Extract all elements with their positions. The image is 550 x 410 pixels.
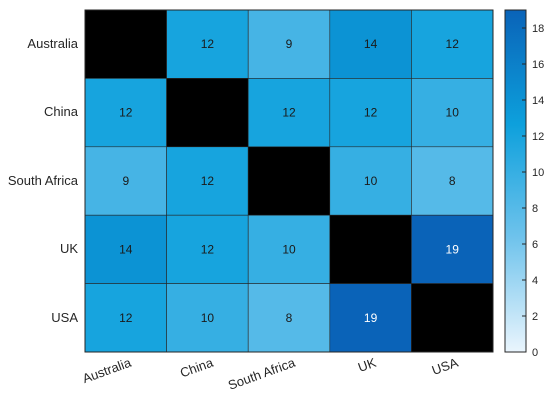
heatmap-cell-missing	[166, 78, 249, 148]
y-tick-label: Australia	[27, 36, 78, 51]
heatmap-cell-value: 12	[282, 106, 296, 120]
heatmap-cell	[166, 146, 249, 216]
heatmap-cell	[247, 214, 331, 284]
heatmap-cell-value: 10	[282, 242, 296, 256]
heatmap-cell	[411, 78, 494, 148]
x-tick-label: South Africa	[226, 354, 298, 392]
colorbar: 0 2 4 6 8 10 12 14 16 18	[504, 9, 544, 359]
x-tick-label: USA	[430, 355, 461, 378]
heatmap-cell	[411, 146, 494, 216]
heatmap-cell	[411, 214, 494, 284]
colorbar-tick-label: 18	[532, 23, 544, 35]
colorbar-tick-label: 0	[532, 347, 538, 359]
heatmap-cell-value: 9	[122, 174, 129, 188]
heatmap-cell	[166, 9, 249, 79]
heatmap-cell	[247, 78, 331, 148]
colorbar-gradient	[504, 9, 527, 353]
heatmap-cell-value: 19	[364, 311, 378, 325]
heatmap-cell	[329, 283, 412, 353]
colorbar-tick-label: 8	[532, 203, 538, 215]
x-tick-label: China	[178, 354, 216, 380]
colorbar-tick-label: 6	[532, 239, 538, 251]
colorbar-tick-label: 4	[532, 275, 538, 287]
heatmap-cell	[411, 9, 494, 79]
x-axis: Australia China South Africa UK USA	[80, 354, 460, 392]
y-tick-label: USA	[51, 310, 78, 325]
heatmap-cell-value: 19	[446, 242, 460, 256]
y-axis: Australia China South Africa UK USA	[8, 36, 79, 325]
heatmap-cell-value: 10	[446, 106, 460, 120]
heatmap-cell	[84, 78, 167, 148]
colorbar-tick-label: 12	[532, 131, 544, 143]
heatmap-cell-value: 12	[201, 37, 215, 51]
heatmap-cell-value: 12	[119, 106, 133, 120]
heatmap-cell-value: 14	[119, 242, 133, 256]
heatmap-cell	[84, 283, 167, 353]
y-tick-label: China	[44, 104, 79, 119]
heatmap-cell-missing	[329, 214, 412, 284]
heatmap-cell	[166, 214, 249, 284]
heatmap-cell-value: 12	[201, 242, 215, 256]
heatmap-cell	[247, 283, 331, 353]
heatmap-cell-value: 12	[119, 311, 133, 325]
heatmap-cell-missing	[411, 283, 494, 353]
y-tick-label: South Africa	[8, 173, 79, 188]
heatmap-cell	[166, 283, 249, 353]
heatmap-cell	[247, 9, 331, 79]
heatmap-cell-value: 12	[446, 37, 460, 51]
heatmap-cell-value: 9	[286, 37, 293, 51]
heatmap-cell-value: 8	[449, 174, 456, 188]
y-tick-label: UK	[60, 241, 78, 256]
plot-frame	[84, 9, 494, 353]
x-tick-label: UK	[356, 355, 378, 375]
heatmap-cells	[84, 9, 494, 353]
heatmap-cell-missing	[84, 9, 167, 79]
colorbar-tick-label: 10	[532, 167, 544, 179]
heatmap-cell-value: 14	[364, 37, 378, 51]
heatmap-cell-value: 12	[201, 174, 215, 188]
heatmap-cell-value: 12	[364, 106, 378, 120]
heatmap-cell-value: 10	[364, 174, 378, 188]
heatmap-cell-labels: 12 9 14 12 12 12 12 10 9 12 10 8 14 12 10 19 12 10 8 19	[119, 37, 459, 325]
heatmap-cell-value: 10	[201, 311, 215, 325]
x-tick-label: Australia	[80, 354, 133, 386]
colorbar-tick-label: 16	[532, 59, 544, 71]
heatmap-cell-value: 8	[286, 311, 293, 325]
colorbar-tick-label: 14	[532, 95, 544, 107]
colorbar-tick-label: 2	[532, 311, 538, 323]
colorbar-ticks: 0 2 4 6 8 10 12 14 16 18	[522, 23, 544, 359]
heatmap-cell-missing	[247, 146, 331, 216]
heatmap-cell	[84, 214, 167, 284]
